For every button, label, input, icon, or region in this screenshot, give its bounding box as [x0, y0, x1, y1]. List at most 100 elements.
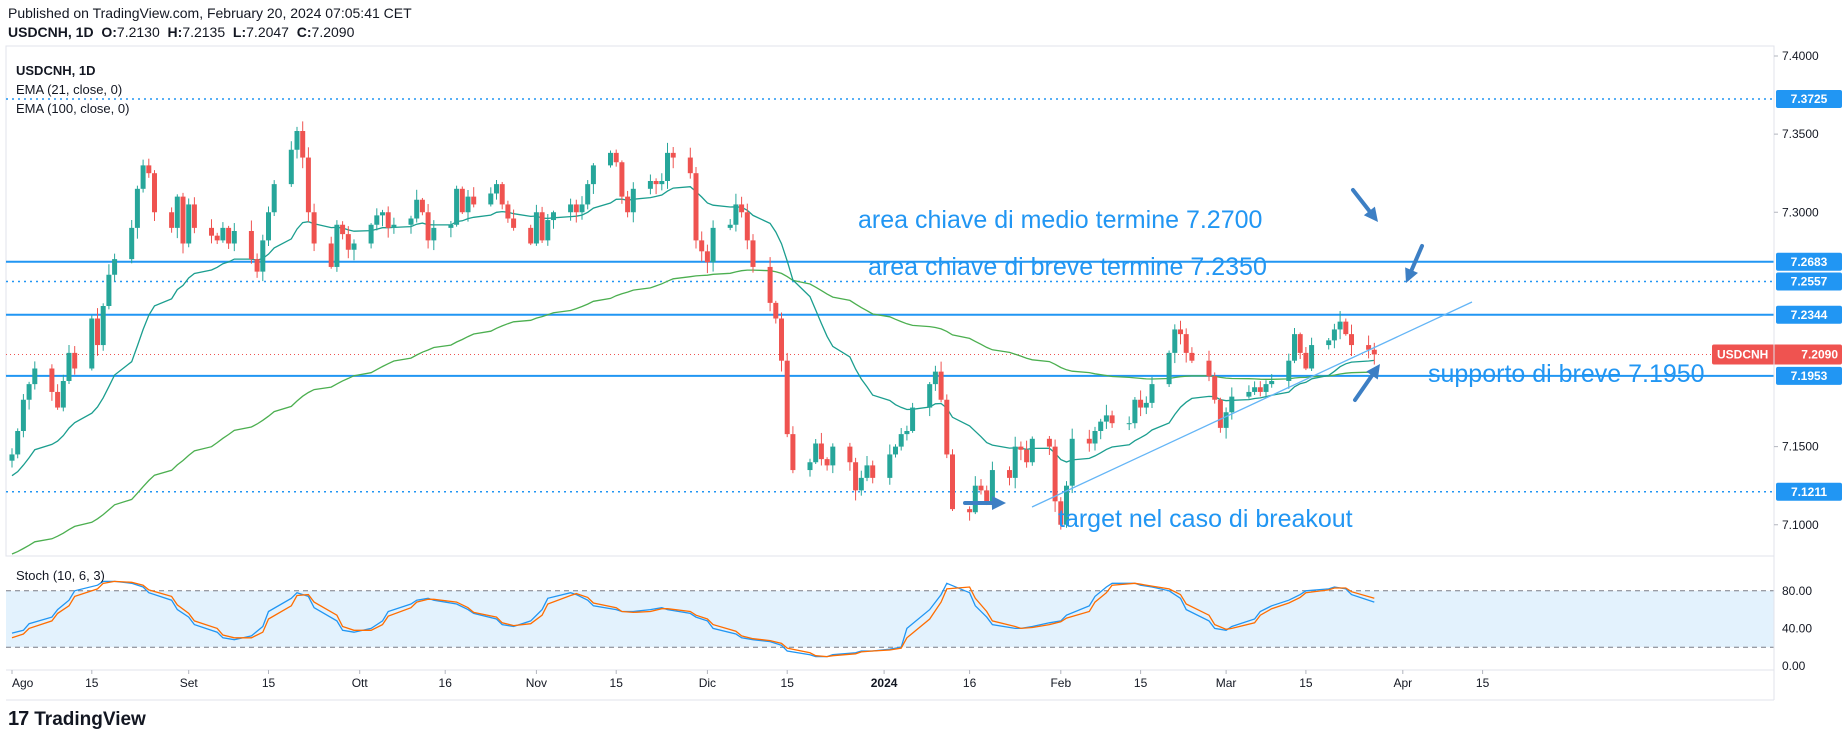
candle-body	[1024, 449, 1030, 463]
arrow-support-head	[1366, 364, 1380, 380]
level-price-label: 7.1211	[1791, 485, 1827, 499]
candle-body	[1132, 399, 1138, 424]
candle-body	[727, 224, 733, 228]
footer-brand[interactable]: 17 TradingView	[8, 708, 146, 731]
candle-body	[1303, 352, 1309, 369]
candle-body	[300, 131, 306, 158]
candle-body	[1149, 384, 1155, 403]
candle-body	[744, 212, 750, 241]
time-tick-label: 15	[610, 676, 624, 690]
candle-body	[950, 454, 955, 510]
candle-body	[191, 204, 197, 228]
arrow-short-term[interactable]	[1409, 244, 1424, 273]
time-tick-label: Apr	[1393, 676, 1412, 690]
candle-body	[653, 181, 659, 185]
candle-body	[545, 220, 551, 241]
candle-body	[989, 470, 995, 502]
time-tick-label: 2024	[871, 676, 898, 690]
high-label: H:	[167, 24, 183, 40]
time-tick-label: 15	[1134, 676, 1148, 690]
candle-body	[254, 259, 260, 272]
candle-body	[1286, 360, 1292, 381]
trendline[interactable]	[1031, 301, 1473, 508]
candle-body	[345, 234, 351, 250]
arrow-medium-term-head	[1363, 206, 1378, 222]
candle-body	[790, 434, 796, 471]
candle-body	[647, 181, 653, 189]
candle-body	[448, 224, 454, 228]
time-tick-label: 15	[1476, 676, 1490, 690]
stoch-k-line	[11, 580, 1375, 658]
candle-body	[938, 371, 944, 400]
candle-body	[625, 196, 631, 213]
candle-body	[100, 306, 106, 346]
candle-body	[659, 181, 665, 185]
candle-body	[89, 318, 95, 369]
candle-body	[226, 227, 232, 244]
stoch-tick-label: 0.00	[1782, 659, 1806, 673]
candle-body	[60, 381, 66, 408]
low-label: L:	[232, 24, 247, 40]
candle-body	[180, 196, 186, 244]
time-tick-label: Ott	[352, 676, 369, 690]
drawings[interactable]	[963, 188, 1473, 510]
candle-body	[1349, 334, 1354, 346]
candle-body	[454, 188, 460, 225]
ema-21-line	[11, 186, 1375, 477]
candle-body	[511, 218, 517, 228]
candle-body	[847, 446, 853, 463]
candle-body	[465, 196, 471, 213]
candles	[9, 121, 1377, 530]
candle-body	[288, 149, 294, 185]
candle-body	[1292, 334, 1297, 361]
candle-body	[1269, 381, 1275, 385]
arrow-support[interactable]	[1353, 373, 1375, 402]
time-axis[interactable]: Ago 15 Set 15 Ott 16 Nov 15 Dic 15 2024 16 Feb 15 Mar 1…	[6, 669, 1774, 701]
candle-body	[767, 266, 773, 303]
legend-symbol: USDCNH, 1D	[16, 63, 95, 78]
candle-body	[1246, 391, 1252, 397]
candle-body	[391, 224, 397, 228]
candle-body	[619, 162, 625, 197]
candle-body	[784, 360, 790, 435]
candle-body	[328, 243, 334, 267]
time-tick-label: Mar	[1216, 676, 1237, 690]
candle-body	[1263, 384, 1269, 392]
annotation-support: supporto di breve 7.1950	[1428, 360, 1705, 388]
candle-body	[533, 212, 539, 244]
candle-body	[72, 352, 78, 369]
candle-body	[140, 165, 146, 189]
stochastic-pane[interactable]: 0.00 40.00 80.00	[6, 555, 1812, 673]
candle-body	[870, 465, 876, 478]
candle-body	[1217, 399, 1223, 428]
candle-body	[32, 368, 38, 385]
level-price-tag	[1776, 89, 1842, 108]
level-price-tag	[1776, 482, 1842, 501]
level-price-tag	[1776, 366, 1842, 385]
candle-body	[1029, 438, 1035, 463]
candle-body	[294, 131, 300, 150]
candle-body	[209, 227, 214, 236]
candle-body	[488, 193, 494, 205]
candle-body	[830, 446, 836, 466]
candle-body	[967, 509, 973, 513]
chart-header: Published on TradingView.com, February 2…	[8, 4, 412, 42]
candle-body	[710, 227, 716, 263]
brand-name: TradingView	[34, 708, 146, 730]
candle-body	[220, 227, 226, 241]
candle-body	[334, 224, 340, 267]
candle-body	[505, 204, 511, 219]
level-price-label: 7.1953	[1791, 369, 1828, 383]
annotation-medium-term: area chiave di medio termine 7.2700	[858, 206, 1262, 234]
candle-body	[779, 318, 784, 361]
arrow-medium-term[interactable]	[1351, 188, 1372, 213]
candle-body	[1212, 376, 1218, 400]
candle-body	[26, 384, 32, 400]
candle-body	[573, 204, 579, 213]
candle-body	[248, 231, 254, 260]
candle-body	[174, 196, 180, 228]
level-price-tag	[1776, 252, 1842, 271]
price-axis[interactable]: 7.1000 7.1500 7.3000 7.3500 7.4000	[1773, 46, 1819, 700]
candle-body	[1052, 446, 1058, 502]
